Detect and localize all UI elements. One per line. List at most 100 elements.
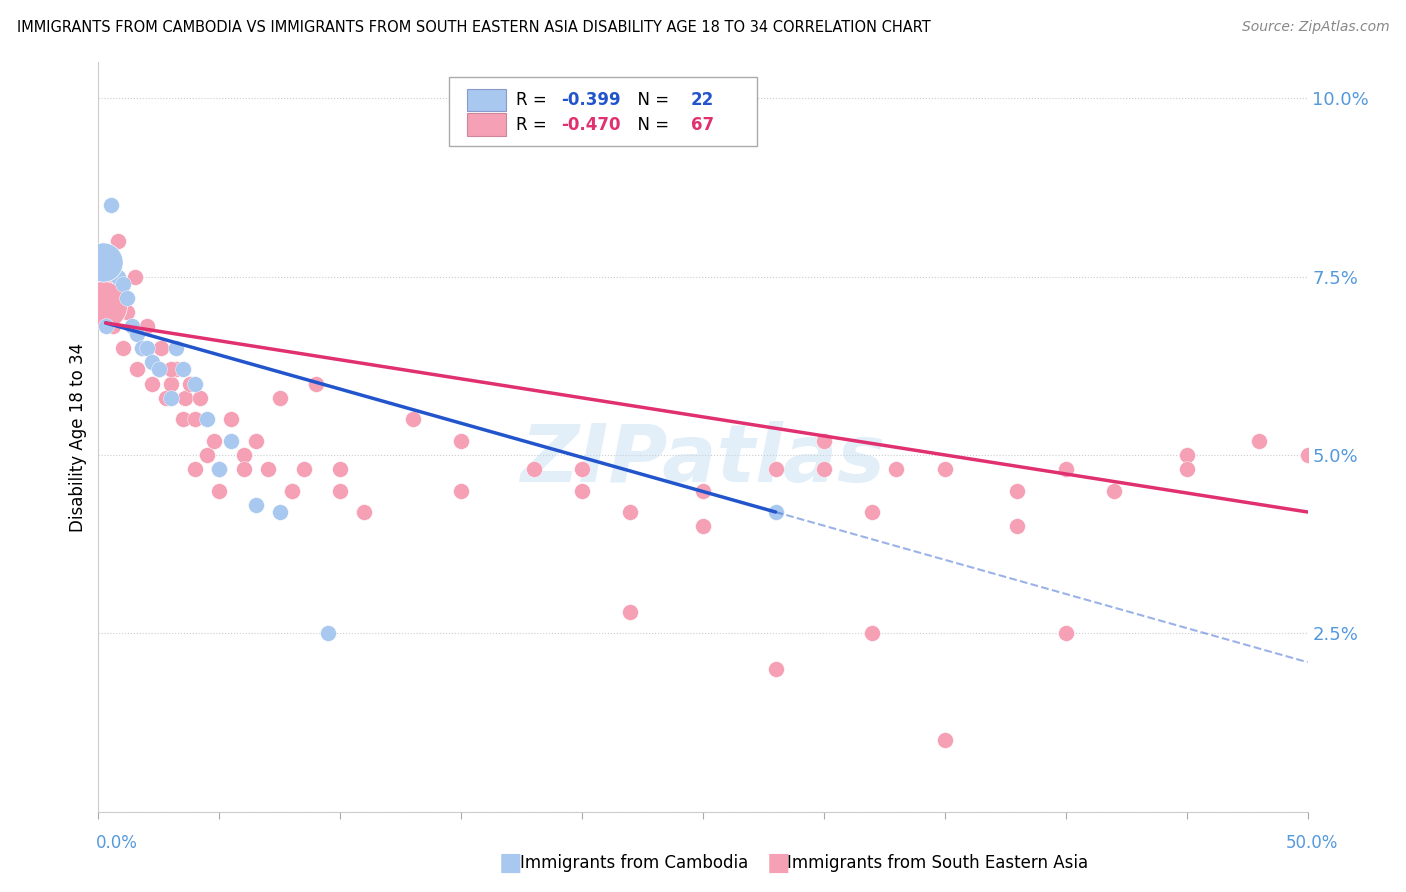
Point xyxy=(860,626,883,640)
Point xyxy=(886,462,908,476)
Text: R =: R = xyxy=(516,116,551,134)
Point xyxy=(765,505,787,519)
Point xyxy=(1175,462,1198,476)
Point xyxy=(813,462,835,476)
Text: N =: N = xyxy=(627,116,675,134)
Point xyxy=(269,391,291,405)
Point xyxy=(150,341,173,355)
Text: R =: R = xyxy=(516,91,551,109)
Point xyxy=(860,505,883,519)
Point xyxy=(1007,519,1029,533)
Point xyxy=(692,519,714,533)
Point xyxy=(148,362,170,376)
Point xyxy=(353,505,375,519)
FancyBboxPatch shape xyxy=(449,78,758,146)
Point xyxy=(765,462,787,476)
Point xyxy=(179,376,201,391)
Text: -0.470: -0.470 xyxy=(561,116,621,134)
Point xyxy=(571,462,593,476)
Text: Immigrants from Cambodia: Immigrants from Cambodia xyxy=(520,854,748,871)
Point xyxy=(232,448,254,462)
Point xyxy=(165,362,187,376)
Point xyxy=(160,362,183,376)
Point xyxy=(934,733,956,747)
Point xyxy=(111,341,134,355)
Point xyxy=(1102,483,1125,498)
Point xyxy=(172,362,194,376)
Point xyxy=(329,462,352,476)
Point xyxy=(281,483,304,498)
Point xyxy=(184,462,207,476)
Point xyxy=(1054,462,1077,476)
Point xyxy=(127,326,149,341)
Text: ZIPatlas: ZIPatlas xyxy=(520,420,886,499)
Point xyxy=(172,412,194,426)
Point xyxy=(165,341,187,355)
Text: IMMIGRANTS FROM CAMBODIA VS IMMIGRANTS FROM SOUTH EASTERN ASIA DISABILITY AGE 18: IMMIGRANTS FROM CAMBODIA VS IMMIGRANTS F… xyxy=(17,20,931,35)
Text: 0.0%: 0.0% xyxy=(96,834,138,852)
Point xyxy=(195,412,218,426)
Point xyxy=(692,483,714,498)
Point xyxy=(450,483,472,498)
Text: ■: ■ xyxy=(766,851,790,874)
Point xyxy=(1007,483,1029,498)
Point xyxy=(91,255,114,269)
Point xyxy=(111,277,134,291)
Text: Immigrants from South Eastern Asia: Immigrants from South Eastern Asia xyxy=(787,854,1088,871)
FancyBboxPatch shape xyxy=(467,113,506,136)
Text: N =: N = xyxy=(627,91,675,109)
Point xyxy=(107,269,129,284)
Point xyxy=(619,605,641,619)
Point xyxy=(316,626,339,640)
Point xyxy=(221,412,243,426)
Point xyxy=(208,462,231,476)
Point xyxy=(174,391,197,405)
Point xyxy=(188,391,211,405)
Point xyxy=(281,483,304,498)
Point xyxy=(91,298,114,312)
Point xyxy=(208,483,231,498)
Point xyxy=(221,434,243,448)
Point xyxy=(450,434,472,448)
Point xyxy=(329,483,352,498)
Point xyxy=(135,341,157,355)
Point xyxy=(256,462,278,476)
Text: ■: ■ xyxy=(499,851,523,874)
Point xyxy=(148,362,170,376)
Point xyxy=(117,291,139,305)
Point xyxy=(292,462,315,476)
Point xyxy=(1175,448,1198,462)
Point xyxy=(1249,434,1271,448)
Point xyxy=(204,434,226,448)
Point xyxy=(155,391,177,405)
Point xyxy=(1296,448,1319,462)
Point xyxy=(208,462,231,476)
Point xyxy=(305,376,328,391)
Point xyxy=(135,319,157,334)
Point xyxy=(94,269,117,284)
Point xyxy=(245,498,267,512)
Point xyxy=(141,355,163,369)
Point xyxy=(124,269,146,284)
Point xyxy=(100,198,122,212)
Point xyxy=(184,412,207,426)
Point xyxy=(94,319,117,334)
Point xyxy=(121,319,143,334)
FancyBboxPatch shape xyxy=(467,88,506,112)
Text: Source: ZipAtlas.com: Source: ZipAtlas.com xyxy=(1241,20,1389,34)
Point xyxy=(107,234,129,248)
Point xyxy=(117,305,139,319)
Point xyxy=(131,341,153,355)
Point xyxy=(127,362,149,376)
Point xyxy=(232,462,254,476)
Point xyxy=(523,462,546,476)
Point xyxy=(269,505,291,519)
Text: 50.0%: 50.0% xyxy=(1286,834,1339,852)
Point xyxy=(245,434,267,448)
Point xyxy=(160,376,183,391)
Point xyxy=(934,462,956,476)
Text: -0.399: -0.399 xyxy=(561,91,621,109)
Y-axis label: Disability Age 18 to 34: Disability Age 18 to 34 xyxy=(69,343,87,532)
Point xyxy=(619,505,641,519)
Point xyxy=(402,412,425,426)
